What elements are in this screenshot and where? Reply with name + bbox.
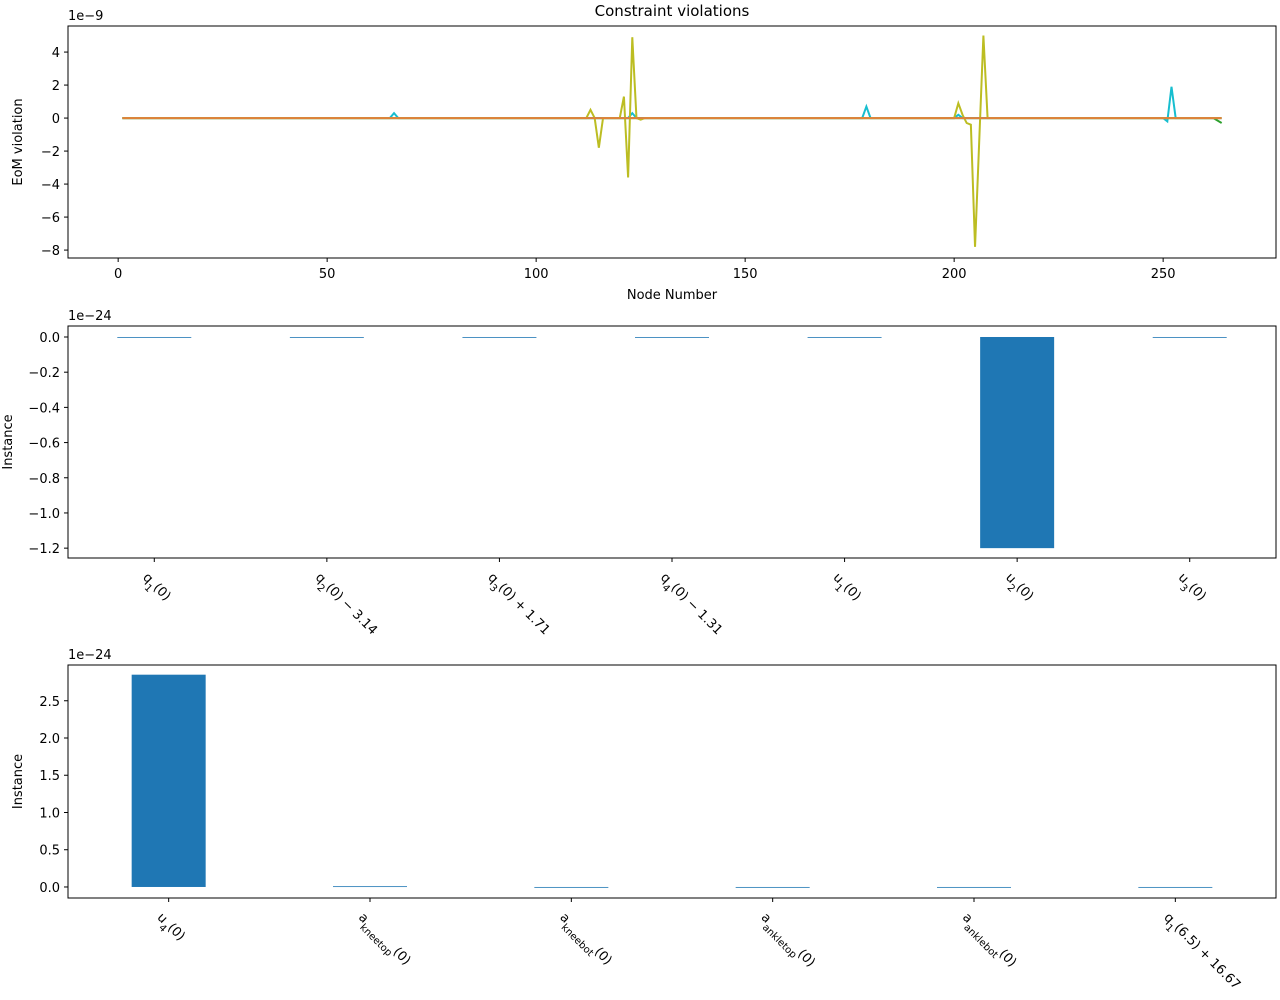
y-tick-label: 0.5 [39, 844, 60, 859]
bar [1138, 886, 1213, 888]
bar [980, 336, 1055, 549]
y-tick-label: 0 [52, 112, 60, 127]
y-tick-label: 1.0 [39, 806, 60, 821]
y-tick-label: 1.5 [39, 769, 60, 784]
bar [534, 886, 609, 888]
x-tick-label: 250 [1151, 267, 1176, 282]
data-line [122, 86, 1222, 124]
y-axis-label: Instance [11, 754, 26, 809]
axes-frame [67, 325, 1277, 559]
bar [117, 336, 192, 338]
x-tick-label: q2(0) − 3.14 [309, 570, 380, 641]
x-tick-label: aanklebot(0) [956, 910, 1019, 973]
bar [131, 674, 206, 887]
x-tick-label: 0 [114, 267, 122, 282]
y-tick-label: 2.0 [39, 732, 60, 747]
x-tick-label: q4(0) − 1.31 [654, 570, 725, 641]
x-axis-label: Node Number [627, 288, 718, 303]
bar [333, 886, 407, 888]
x-tick-label: akneetop(0) [352, 910, 413, 971]
x-tick-label: q1(6.5) + 16.67 [1157, 910, 1243, 996]
bar [807, 336, 882, 338]
axes-frame [67, 664, 1277, 899]
bar [289, 336, 364, 338]
data-line [122, 35, 1222, 247]
chart-title: Constraint violations [595, 2, 750, 20]
y-tick-label: 2.5 [39, 695, 60, 710]
bar [937, 886, 1011, 888]
bar [1152, 336, 1227, 338]
y-tick-label: −2 [41, 145, 60, 160]
bar [635, 336, 709, 338]
axis-offset-text: 1e−24 [68, 309, 112, 324]
x-tick-label: aankletop(0) [755, 910, 818, 973]
bar [462, 336, 537, 338]
bar [735, 886, 810, 888]
y-tick-label: −1.0 [28, 507, 60, 522]
y-tick-label: 0.0 [39, 331, 60, 346]
axes-frame [67, 25, 1277, 259]
x-tick-label: 50 [319, 267, 336, 282]
y-axis-label: EoM violation [11, 98, 26, 185]
y-tick-label: −0.2 [28, 366, 60, 381]
x-tick-label: u2(0) [999, 570, 1036, 607]
y-tick-label: 0.0 [39, 881, 60, 896]
x-tick-label: 100 [524, 267, 549, 282]
y-tick-label: −4 [41, 178, 60, 193]
x-tick-label: 200 [942, 267, 967, 282]
y-tick-label: −0.8 [28, 472, 60, 487]
axis-offset-text: 1e−24 [68, 648, 112, 663]
x-tick-label: 150 [733, 267, 758, 282]
x-tick-label: u1(0) [827, 570, 864, 607]
x-tick-label: akneebot(0) [553, 910, 614, 971]
y-tick-label: 4 [52, 46, 60, 61]
x-tick-label: q3(0) + 1.71 [481, 570, 552, 641]
y-tick-label: −1.2 [28, 542, 60, 557]
x-tick-label: q1(0) [136, 570, 173, 607]
y-tick-label: −8 [41, 244, 60, 259]
axis-offset-text: 1e−9 [68, 9, 103, 24]
y-tick-label: −0.4 [28, 401, 60, 416]
y-axis-label: Instance [1, 414, 16, 469]
y-tick-label: −0.6 [28, 437, 60, 452]
y-tick-label: −6 [41, 211, 60, 226]
x-tick-label: u4(0) [151, 910, 188, 947]
x-tick-label: u3(0) [1172, 570, 1209, 607]
y-tick-label: 2 [52, 79, 60, 94]
